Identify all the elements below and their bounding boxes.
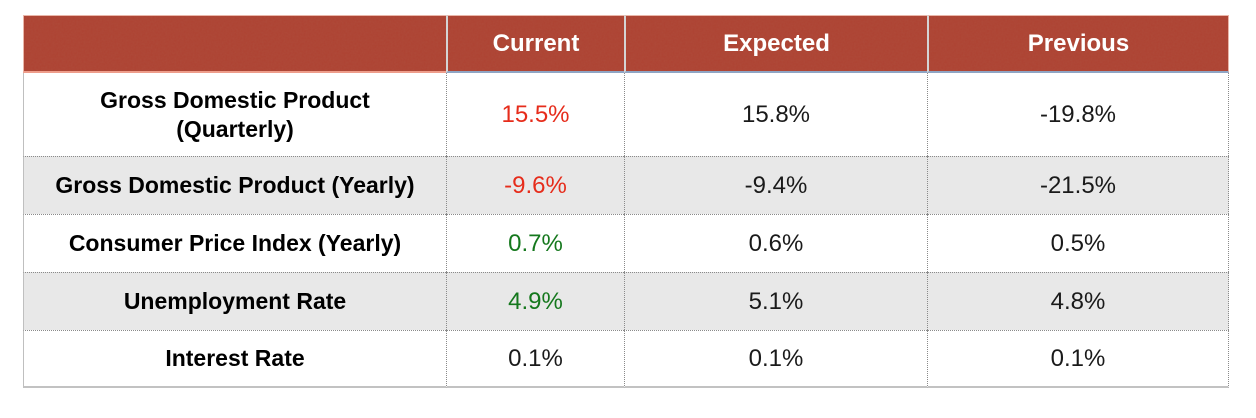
column-header-current-label: Current	[492, 29, 580, 57]
column-header-expected: Expected	[624, 15, 927, 73]
header-texture	[24, 16, 446, 71]
table-row-interest-rate: Interest Rate 0.1% 0.1% 0.1%	[23, 330, 1229, 388]
column-header-expected-label: Expected	[723, 29, 830, 57]
value-cell-expected: -9.4%	[624, 156, 927, 214]
indicator-label: Consumer Price Index (Yearly)	[23, 214, 446, 272]
value-cell-expected: 0.1%	[624, 330, 927, 388]
indicator-label: Gross Domestic Product (Yearly)	[23, 156, 446, 214]
value-cell-current: -9.6%	[446, 156, 624, 214]
column-header-current: Current	[446, 15, 624, 73]
economic-indicators-panel: Current Expected Previous Gross Domestic…	[23, 15, 1229, 388]
economic-indicators-table: Current Expected Previous Gross Domestic…	[23, 15, 1229, 388]
table-row-gdp-yearly: Gross Domestic Product (Yearly) -9.6% -9…	[23, 156, 1229, 214]
value-cell-current: 0.1%	[446, 330, 624, 388]
table-row-unemployment-rate: Unemployment Rate 4.9% 5.1% 4.8%	[23, 272, 1229, 330]
value-cell-previous: 4.8%	[927, 272, 1229, 330]
value-cell-expected: 5.1%	[624, 272, 927, 330]
value-cell-previous: -21.5%	[927, 156, 1229, 214]
value-cell-current: 0.7%	[446, 214, 624, 272]
value-cell-previous: -19.8%	[927, 73, 1229, 156]
value-cell-current: 4.9%	[446, 272, 624, 330]
indicator-label: Interest Rate	[23, 330, 446, 388]
column-header-previous-label: Previous	[1027, 29, 1130, 57]
table-header-row: Current Expected Previous	[23, 15, 1229, 73]
value-cell-current: 15.5%	[446, 73, 624, 156]
value-cell-previous: 0.1%	[927, 330, 1229, 388]
indicator-label: Unemployment Rate	[23, 272, 446, 330]
table-row-gdp-quarterly: Gross Domestic Product (Quarterly) 15.5%…	[23, 73, 1229, 156]
indicator-label: Gross Domestic Product (Quarterly)	[23, 73, 446, 156]
value-cell-expected: 15.8%	[624, 73, 927, 156]
value-cell-expected: 0.6%	[624, 214, 927, 272]
value-cell-previous: 0.5%	[927, 214, 1229, 272]
column-header-previous: Previous	[927, 15, 1229, 73]
column-header-indicator	[23, 15, 446, 73]
table-row-cpi-yearly: Consumer Price Index (Yearly) 0.7% 0.6% …	[23, 214, 1229, 272]
